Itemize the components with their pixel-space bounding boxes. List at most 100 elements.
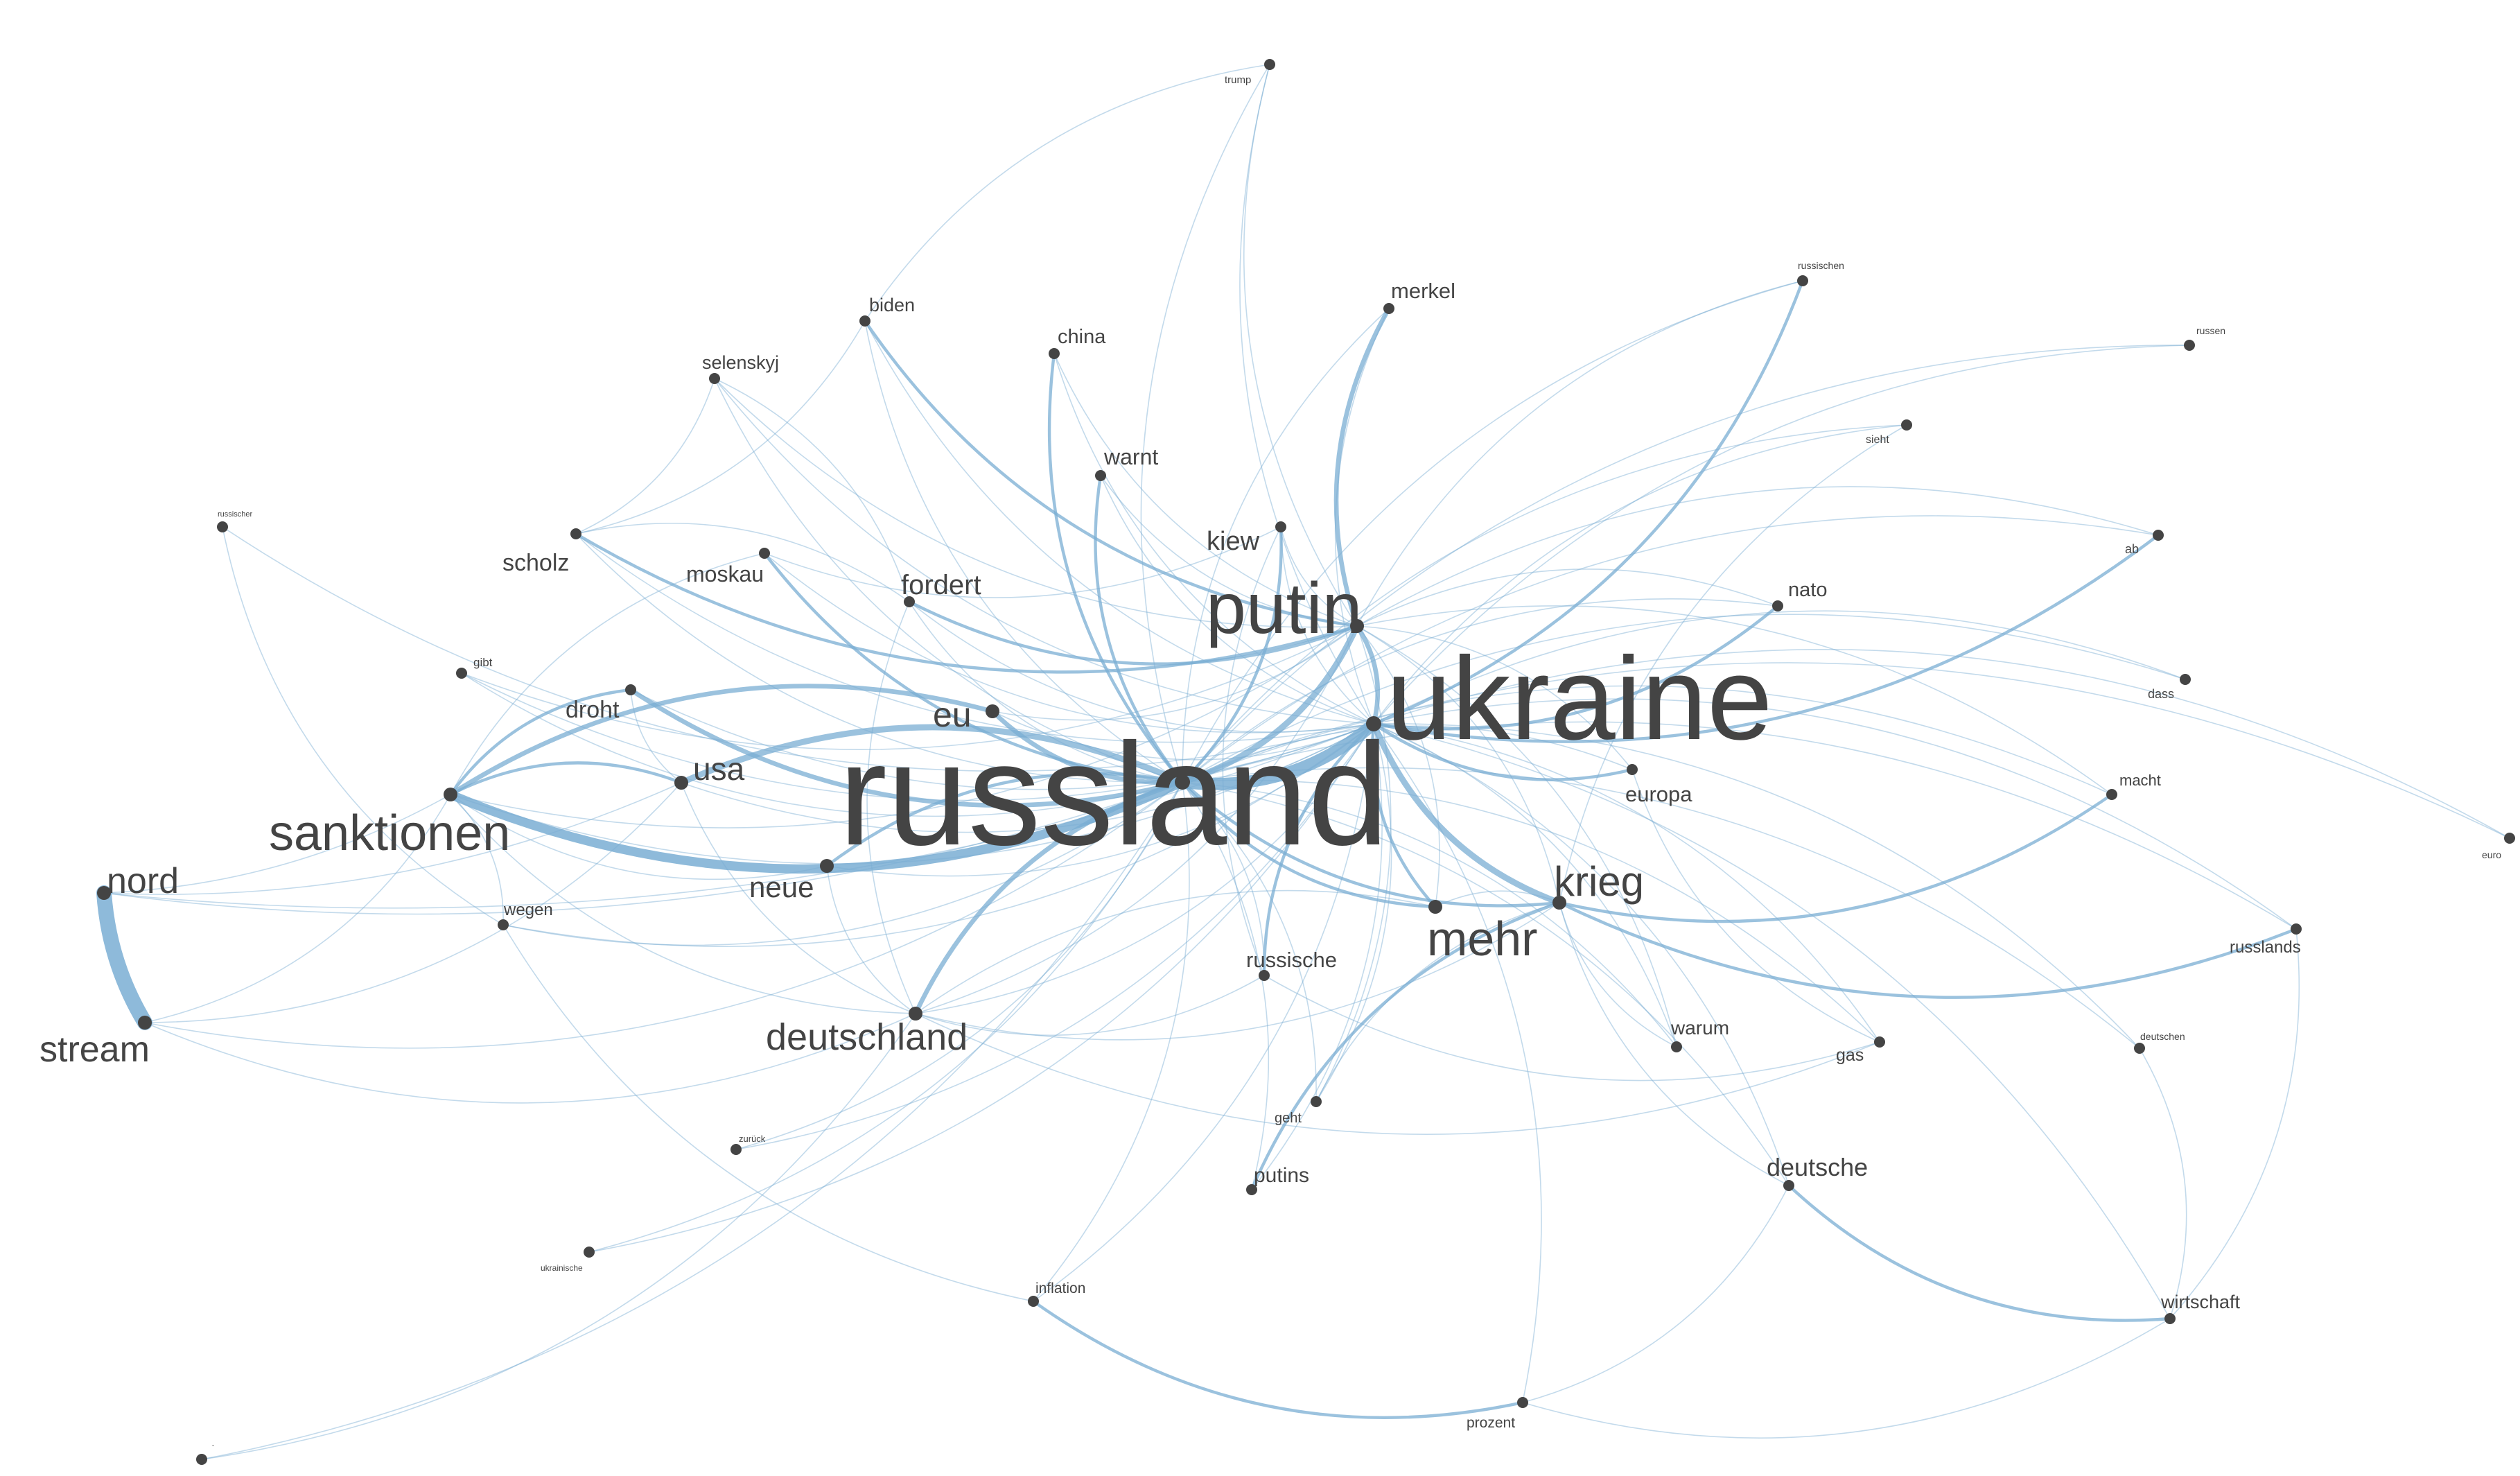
node-fordert[interactable] — [904, 596, 915, 607]
node-label-neue: neue — [749, 871, 814, 903]
edge-eu-sanktionen — [448, 684, 995, 797]
node-label-warnt: warnt — [1103, 444, 1158, 469]
node-usa[interactable] — [674, 776, 688, 790]
node-euro[interactable] — [2504, 833, 2515, 844]
edge-krieg-geht — [1315, 902, 1560, 1102]
node-krieg[interactable] — [1552, 896, 1566, 910]
edge-russischen-russland — [1182, 280, 1803, 783]
node-nord[interactable] — [97, 886, 111, 900]
edge-macht-putin — [1356, 605, 2112, 795]
node-label-putin: putin — [1206, 568, 1363, 649]
node-russischer[interactable] — [217, 521, 228, 532]
node-geht[interactable] — [1311, 1096, 1322, 1107]
edge-prozent-ukraine — [1373, 723, 1542, 1403]
node-dass[interactable] — [2180, 674, 2191, 685]
node-russischen[interactable] — [1797, 275, 1808, 286]
node-sanktionen[interactable] — [444, 788, 457, 801]
node-putin[interactable] — [1350, 619, 1364, 633]
node-merkel[interactable] — [1383, 303, 1394, 314]
node-eu[interactable] — [986, 704, 999, 718]
edge-russland-ukraine — [1176, 718, 1380, 790]
node-deutschen[interactable] — [2134, 1043, 2145, 1054]
edge-warum-russland — [1182, 781, 1677, 1048]
node-warum[interactable] — [1671, 1041, 1682, 1052]
node-dot[interactable] — [196, 1454, 207, 1465]
node-neue[interactable] — [820, 859, 834, 873]
node-russlands[interactable] — [2291, 923, 2302, 935]
node-europa[interactable] — [1627, 764, 1638, 775]
node-wegen[interactable] — [498, 919, 509, 930]
node-label-ab: ab — [2125, 542, 2139, 556]
edge-moskau-kiew — [764, 526, 1281, 598]
node-warnt[interactable] — [1095, 470, 1106, 481]
edge-scholz-biden — [575, 320, 866, 535]
node-label-putins: putins — [1254, 1164, 1309, 1187]
edge-deutschland-gas — [915, 1013, 1880, 1135]
node-label-zurück: zurück — [739, 1134, 766, 1144]
node-china[interactable] — [1049, 348, 1060, 359]
node-scholz[interactable] — [570, 528, 581, 539]
edge-neue-deutschland — [826, 865, 916, 1014]
node-kiew[interactable] — [1275, 521, 1286, 532]
node-deutschland[interactable] — [909, 1007, 922, 1021]
node-ukraine[interactable] — [1366, 716, 1381, 731]
edge-dass-russland — [1182, 614, 2186, 783]
edge-china-russland — [1047, 351, 1184, 784]
node-sieht[interactable] — [1901, 419, 1912, 431]
node-wirtschaft[interactable] — [2164, 1313, 2176, 1324]
node-deutsche[interactable] — [1783, 1180, 1794, 1191]
node-zurück[interactable] — [730, 1144, 742, 1155]
edge-ukraine-europa — [1372, 722, 1634, 781]
node-ukrainische[interactable] — [584, 1247, 595, 1258]
edge-biden-putin — [863, 319, 1359, 628]
node-moskau[interactable] — [759, 548, 770, 559]
edge-eu-putin — [992, 625, 1358, 721]
edge-usa-ukraine — [681, 723, 1374, 833]
node-gas[interactable] — [1874, 1036, 1885, 1048]
edge-russland-kiew — [1180, 525, 1283, 784]
node-label-euro: euro — [2482, 849, 2501, 860]
edge-wirtschaft-deutschen — [2139, 1048, 2187, 1319]
edge-dot-russland — [201, 781, 1183, 1460]
edge-russlands-ukraine — [1373, 698, 2297, 930]
node-stream[interactable] — [138, 1016, 152, 1030]
node-macht[interactable] — [2106, 789, 2117, 800]
node-biden[interactable] — [859, 315, 870, 327]
edge-selenskyj-russland — [714, 378, 1183, 783]
edge-warnt-putin — [1100, 475, 1358, 627]
node-russische[interactable] — [1259, 970, 1270, 981]
node-label-merkel: merkel — [1391, 279, 1455, 303]
edge-merkel-ukraine — [1334, 308, 1390, 724]
node-gibt[interactable] — [456, 668, 467, 679]
edge-krieg-russlands — [1557, 901, 2298, 999]
edge-nato-russland — [1182, 598, 1778, 783]
node-putins[interactable] — [1246, 1184, 1257, 1195]
edge-moskau-russland — [762, 551, 1184, 784]
edge-china-ukraine — [1053, 353, 1374, 724]
node-mehr[interactable] — [1428, 900, 1442, 914]
node-label-ukraine: ukraine — [1386, 633, 1773, 765]
edge-deutschland-ukraine — [915, 723, 1374, 1014]
node-label-mehr: mehr — [1427, 912, 1537, 966]
node-prozent[interactable] — [1517, 1397, 1528, 1408]
node-label-scholz: scholz — [502, 550, 569, 576]
node-label-dass: dass — [2148, 687, 2174, 701]
node-inflation[interactable] — [1028, 1296, 1039, 1307]
edge-stream-russland — [144, 781, 1183, 1049]
node-label-russland: russland — [839, 713, 1389, 876]
node-nato[interactable] — [1772, 600, 1783, 611]
node-droht[interactable] — [625, 684, 636, 695]
edge-geht-ukraine — [1315, 723, 1392, 1102]
edge-warnt-ukraine — [1100, 475, 1374, 724]
node-ab[interactable] — [2153, 530, 2164, 541]
edge-inflation-ukraine — [1033, 723, 1374, 1302]
edge-gas-ukraine — [1373, 723, 1880, 1043]
node-russen[interactable] — [2184, 340, 2195, 351]
edge-sieht-ukraine — [1373, 424, 1907, 724]
node-label-china: china — [1058, 326, 1106, 348]
node-russland[interactable] — [1175, 774, 1190, 790]
node-trump[interactable] — [1264, 59, 1275, 70]
edge-ukraine-russischen — [1372, 279, 1805, 726]
node-selenskyj[interactable] — [709, 373, 720, 384]
